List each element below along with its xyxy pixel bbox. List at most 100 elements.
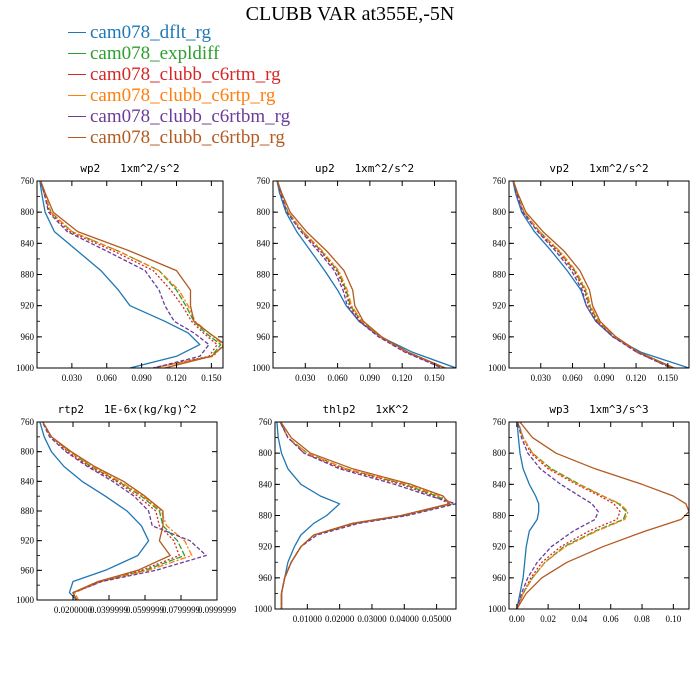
y-tick-label: 880 — [21, 270, 35, 280]
y-tick-label: 960 — [493, 573, 507, 583]
x-tick-label: 0.150 — [424, 373, 445, 383]
chart-panel: vp2 1xm^2/s^2 760 800 840 880 920 960 1000 0.030… — [488, 162, 690, 383]
series-line — [516, 422, 628, 609]
y-tick-label: 760 — [493, 176, 507, 186]
y-tick-label: 760 — [21, 417, 35, 427]
chart-panel: up2 1xm^2/s^2 760 800 840 880 920 960 1000 0.030… — [252, 162, 457, 383]
series-group — [276, 181, 456, 368]
legend-label: cam078_expldiff — [90, 43, 220, 64]
chart-panel: wp2 1xm^2/s^2 760 800 840 880 920 960 1000 0.030… — [16, 162, 224, 383]
x-tick-label: 0.060 — [562, 373, 583, 383]
plot-frame — [272, 180, 457, 369]
y-tick-label: 800 — [259, 448, 273, 458]
y-tick-label: 1000 — [252, 363, 271, 373]
legend-swatch — [68, 32, 86, 33]
y-tick-label: 760 — [493, 417, 507, 427]
series-line — [276, 181, 456, 368]
series-line — [512, 181, 689, 368]
x-tick-label: 0.120 — [166, 373, 187, 383]
series-line — [276, 181, 446, 368]
plot-frame — [508, 180, 690, 369]
series-line — [279, 422, 451, 609]
x-tick-label: 0.120 — [392, 373, 413, 383]
legend-entry: cam078_dflt_rg — [68, 22, 290, 43]
y-tick-label: 920 — [259, 542, 273, 552]
x-tick-label: 0.03000 — [357, 614, 387, 624]
series-line — [276, 181, 444, 368]
page-title: CLUBB VAR at355E,-5N — [245, 3, 455, 25]
legend-label: cam078_clubb_c6rtm_rg — [90, 64, 281, 85]
series-line — [512, 181, 674, 368]
series-line — [512, 181, 672, 368]
x-tick-label: 0.120 — [626, 373, 647, 383]
x-tick-label: 0.030 — [295, 373, 316, 383]
legend-entry: cam078_expldiff — [68, 43, 290, 64]
legend-label: cam078_clubb_c6rtp_rg — [90, 85, 276, 106]
x-tick-label: 0.0200000 — [54, 605, 93, 615]
y-tick-label: 880 — [493, 511, 507, 521]
legend-label: cam078_clubb_c6rtbp_rg — [90, 127, 285, 148]
y-tick-label: 800 — [493, 207, 507, 217]
legend-label: cam078_clubb_c6rtbm_rg — [90, 106, 291, 127]
x-tick-label: 0.090 — [360, 373, 381, 383]
series-group — [276, 422, 456, 609]
x-tick-label: 0.090 — [594, 373, 615, 383]
x-tick-label: 0.02000 — [325, 614, 355, 624]
series-line — [42, 422, 180, 600]
x-tick-label: 0.060 — [97, 373, 118, 383]
y-tick-label: 760 — [257, 176, 271, 186]
panel-title: thlp2 1xK^2 — [322, 403, 408, 416]
x-tick-label: 0.150 — [658, 373, 679, 383]
panel-title: wp3 1xm^3/s^3 — [549, 403, 648, 416]
panel-title: rtp2 1E-6x(kg/kg)^2 — [57, 403, 196, 416]
series-line — [512, 181, 675, 368]
chart-panel: thlp2 1xK^2 760 800 840 880 920 960 1000 0.01000… — [254, 403, 457, 624]
y-tick-label: 960 — [259, 573, 273, 583]
x-tick-label: 0.01000 — [293, 614, 323, 624]
y-tick-label: 1000 — [16, 363, 35, 373]
series-line — [512, 181, 672, 368]
y-tick-label: 920 — [21, 536, 35, 546]
y-tick-label: 920 — [493, 542, 507, 552]
series-line — [279, 422, 454, 609]
x-tick-label: 0.0399999 — [90, 605, 129, 615]
series-line — [279, 422, 454, 609]
y-tick-label: 880 — [259, 511, 273, 521]
x-tick-label: 0.04000 — [390, 614, 420, 624]
x-tick-label: 0.030 — [531, 373, 552, 383]
y-tick-label: 840 — [257, 238, 271, 248]
series-line — [512, 181, 674, 368]
x-tick-label: 0.02 — [540, 614, 556, 624]
y-tick-label: 840 — [21, 238, 35, 248]
y-tick-label: 760 — [259, 417, 273, 427]
y-tick-label: 840 — [21, 476, 35, 486]
legend-entry: cam078_clubb_c6rtbp_rg — [68, 127, 290, 148]
x-tick-label: 0.0799999 — [162, 605, 201, 615]
panel-title: wp2 1xm^2/s^2 — [80, 162, 179, 175]
legend-swatch — [68, 53, 86, 54]
y-tick-label: 960 — [493, 332, 507, 342]
x-tick-label: 0.0599999 — [126, 605, 165, 615]
series-line — [276, 181, 443, 368]
y-tick-label: 760 — [21, 176, 35, 186]
legend-swatch — [68, 95, 86, 96]
series-line — [39, 181, 222, 368]
x-tick-label: 0.150 — [201, 373, 222, 383]
series-line — [39, 181, 223, 368]
series-group — [39, 422, 207, 600]
series-line — [516, 422, 599, 609]
series-line — [280, 422, 451, 609]
legend-swatch — [68, 137, 86, 138]
y-tick-label: 880 — [493, 270, 507, 280]
x-tick-label: 0.08 — [634, 614, 650, 624]
x-tick-label: 0.04 — [572, 614, 588, 624]
y-tick-label: 800 — [257, 207, 271, 217]
series-group — [512, 181, 689, 368]
plot-frame — [274, 421, 457, 610]
x-tick-label: 0.060 — [327, 373, 348, 383]
x-tick-label: 0.030 — [62, 373, 83, 383]
x-tick-label: 0.06 — [603, 614, 619, 624]
y-tick-label: 920 — [257, 301, 271, 311]
